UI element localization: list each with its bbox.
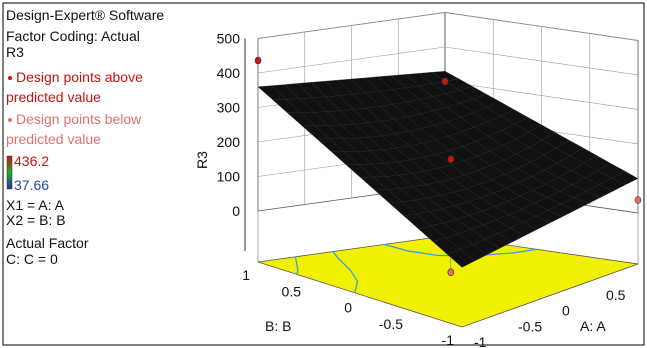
z-grid-line <box>257 12 639 41</box>
surface-patch <box>431 71 460 82</box>
z-tick-label: 300 <box>217 100 241 116</box>
scale-min-label: 37.66 <box>14 177 49 193</box>
below-label-line1: Design points below <box>16 111 142 127</box>
software-label: Design-Expert® Software <box>6 7 164 23</box>
above-label-line2: predicted value <box>6 89 101 105</box>
design-point-marker <box>254 56 262 65</box>
a-tick-label: 0.5 <box>606 287 626 303</box>
a-tick-label: -0.5 <box>518 318 542 334</box>
b-tick-label: 0.5 <box>282 283 302 299</box>
z-axis-title: R3 <box>194 151 210 169</box>
above-point-marker <box>8 76 12 80</box>
color-scale-bar <box>6 155 13 190</box>
x1-label: X1 = A: A <box>6 197 65 213</box>
x2-label: X2 = B: B <box>6 212 66 228</box>
z-tick-label: 400 <box>217 65 241 81</box>
below-label-line2: predicted value <box>6 131 101 147</box>
factor-coding-label: Factor Coding: Actual <box>6 28 140 44</box>
z-tick-label: 100 <box>217 169 241 185</box>
a-axis-title: A: A <box>580 318 606 334</box>
z-tick-label: 0 <box>232 203 240 219</box>
actual-factor-label: Actual Factor <box>6 235 89 251</box>
b-axis-title: B: B <box>265 318 291 334</box>
a-tick-label: 0 <box>562 303 570 319</box>
b-tick-label: -1 <box>442 332 455 348</box>
above-label-line1: Design points above <box>16 69 143 85</box>
below-point-marker <box>8 118 12 122</box>
b-tick-label: 0 <box>344 300 352 316</box>
response-label: R3 <box>6 44 24 60</box>
a-tick-label: -1 <box>474 334 487 348</box>
scale-max-label: 436.2 <box>14 153 49 169</box>
contour-line <box>294 256 299 275</box>
design-point-marker <box>447 155 455 163</box>
z-tick-label: 200 <box>217 134 241 150</box>
actual-factor-value: C: C = 0 <box>6 251 58 267</box>
design-points <box>254 56 642 277</box>
z-tick-label: 500 <box>217 31 241 47</box>
z-grid-line <box>257 46 639 76</box>
contour-line <box>332 251 359 294</box>
response-surface <box>257 71 639 268</box>
b-tick-label: -0.5 <box>379 316 403 332</box>
b-tick-label: 1 <box>242 267 250 283</box>
design-point-marker <box>447 268 455 277</box>
design-point-marker <box>634 196 642 204</box>
design-point-marker <box>441 77 449 86</box>
